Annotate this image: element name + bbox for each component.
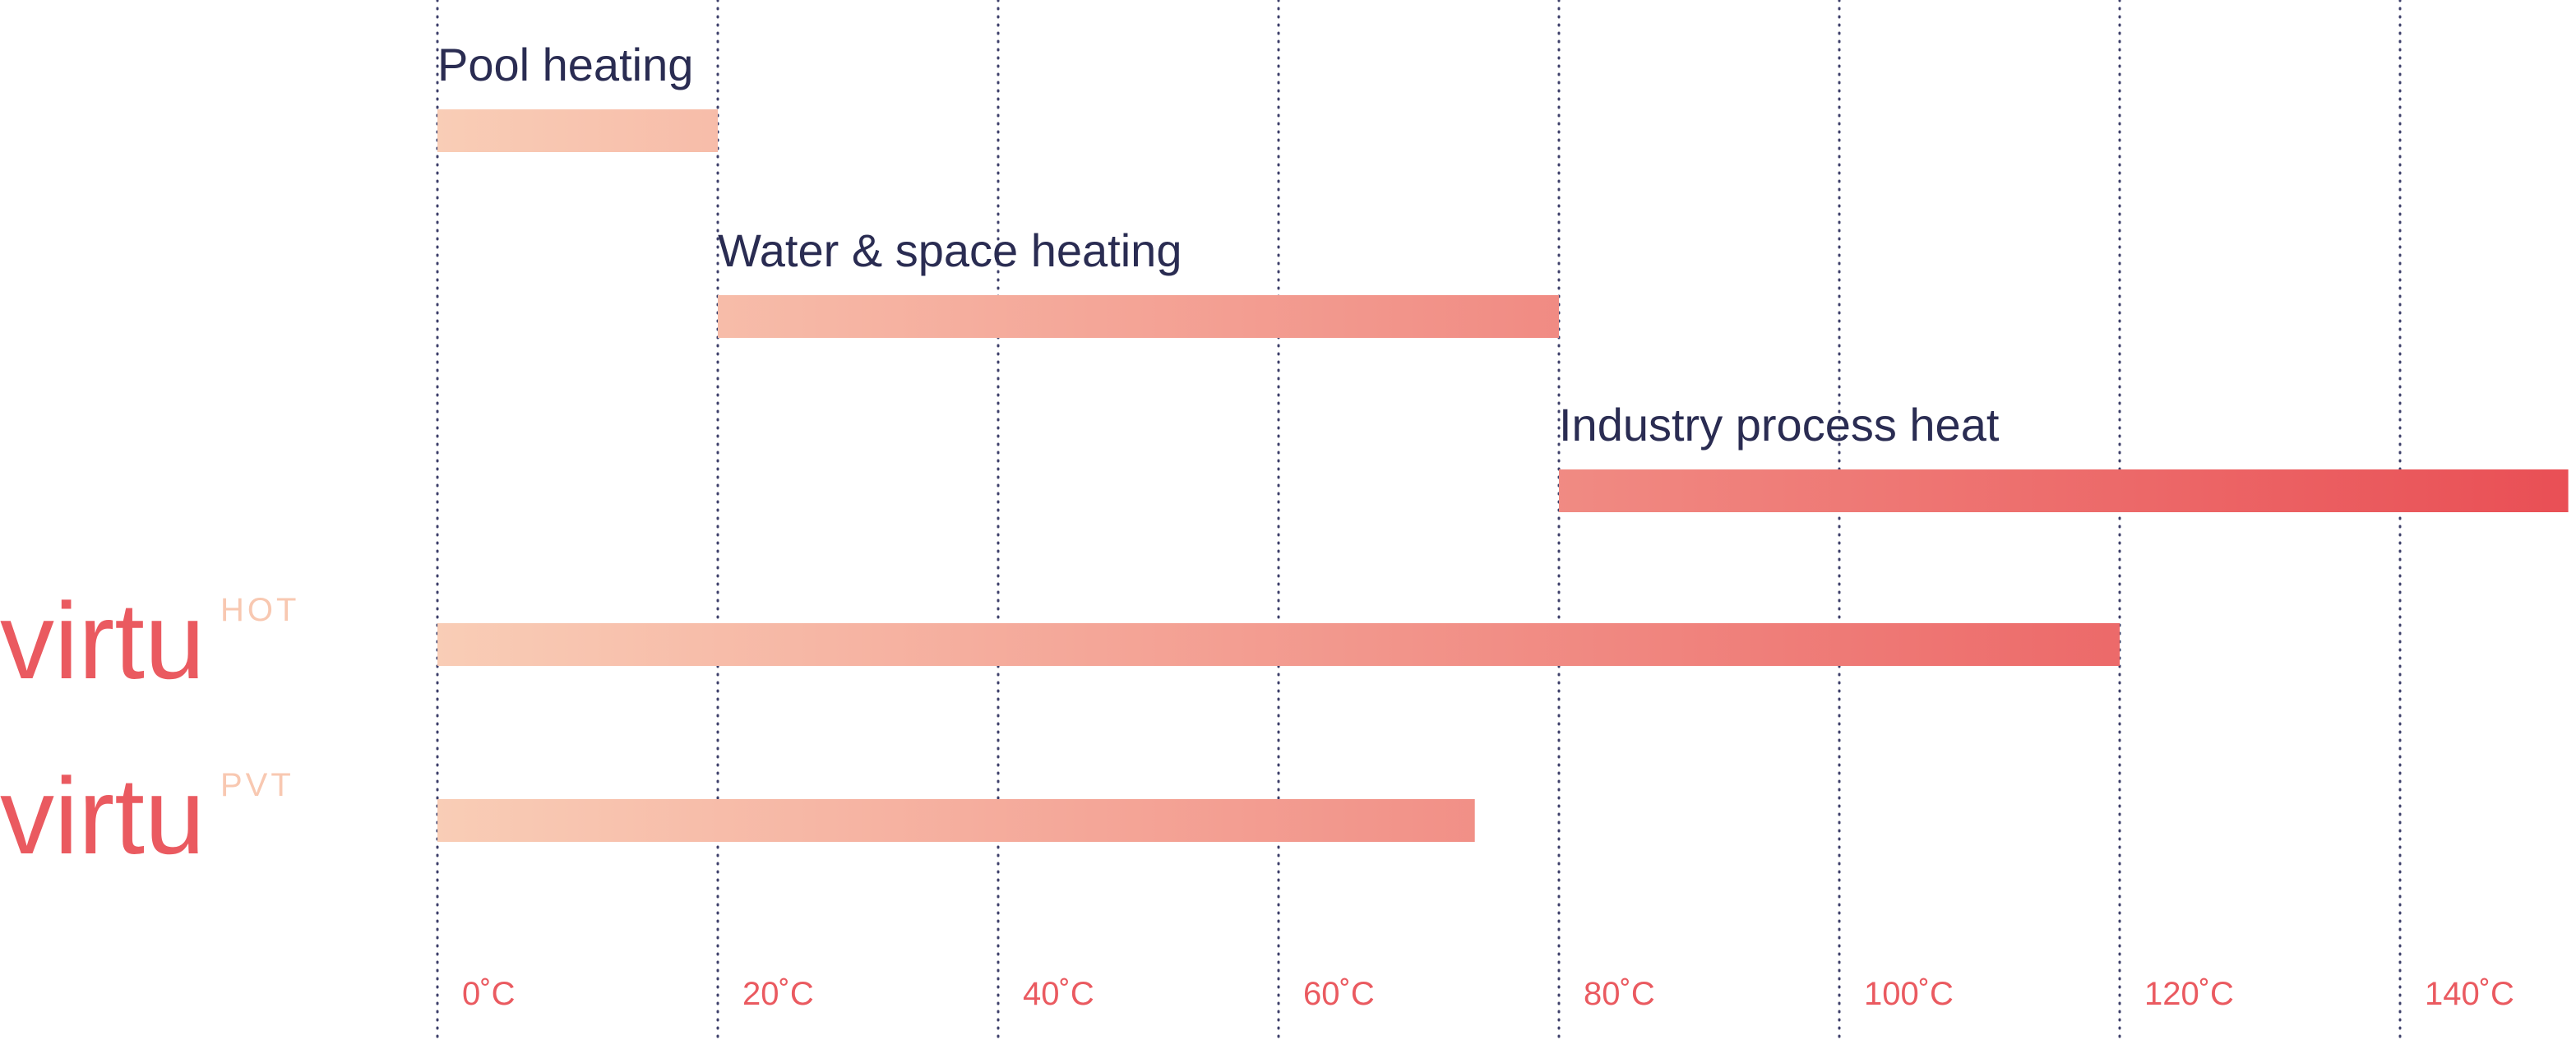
product-name: virtu bbox=[0, 756, 205, 876]
bar-label: Water & space heating bbox=[718, 224, 1182, 276]
bar bbox=[718, 295, 1559, 338]
x-tick-label: 100˚C bbox=[1864, 976, 1954, 1012]
bar-labels: Pool heating Water & space heating Industr… bbox=[0, 39, 2000, 876]
product-superscript: HOT bbox=[220, 592, 299, 628]
product-name: virtu bbox=[0, 580, 205, 701]
bars bbox=[437, 109, 2569, 842]
x-tick-label: 0˚C bbox=[462, 976, 515, 1012]
x-tick-label: 40˚C bbox=[1023, 976, 1094, 1012]
bar bbox=[1559, 469, 2569, 512]
x-tick-label: 20˚C bbox=[742, 976, 814, 1012]
x-tick-label: 140˚C bbox=[2425, 976, 2514, 1012]
bar-label: Industry process heat bbox=[1559, 399, 2000, 451]
x-tick-label: 80˚C bbox=[1584, 976, 1655, 1012]
x-tick-label: 120˚C bbox=[2144, 976, 2234, 1012]
gridlines bbox=[436, 0, 2402, 1040]
bar bbox=[437, 109, 718, 152]
product-superscript: PVT bbox=[220, 767, 294, 803]
bar bbox=[437, 799, 1475, 842]
x-axis-ticks: 0˚C 20˚C 40˚C 60˚C 80˚C 100˚C 120˚C 140˚C bbox=[462, 976, 2514, 1012]
bar bbox=[437, 623, 2120, 666]
x-tick-label: 60˚C bbox=[1303, 976, 1375, 1012]
bar-label: Pool heating bbox=[437, 39, 693, 90]
